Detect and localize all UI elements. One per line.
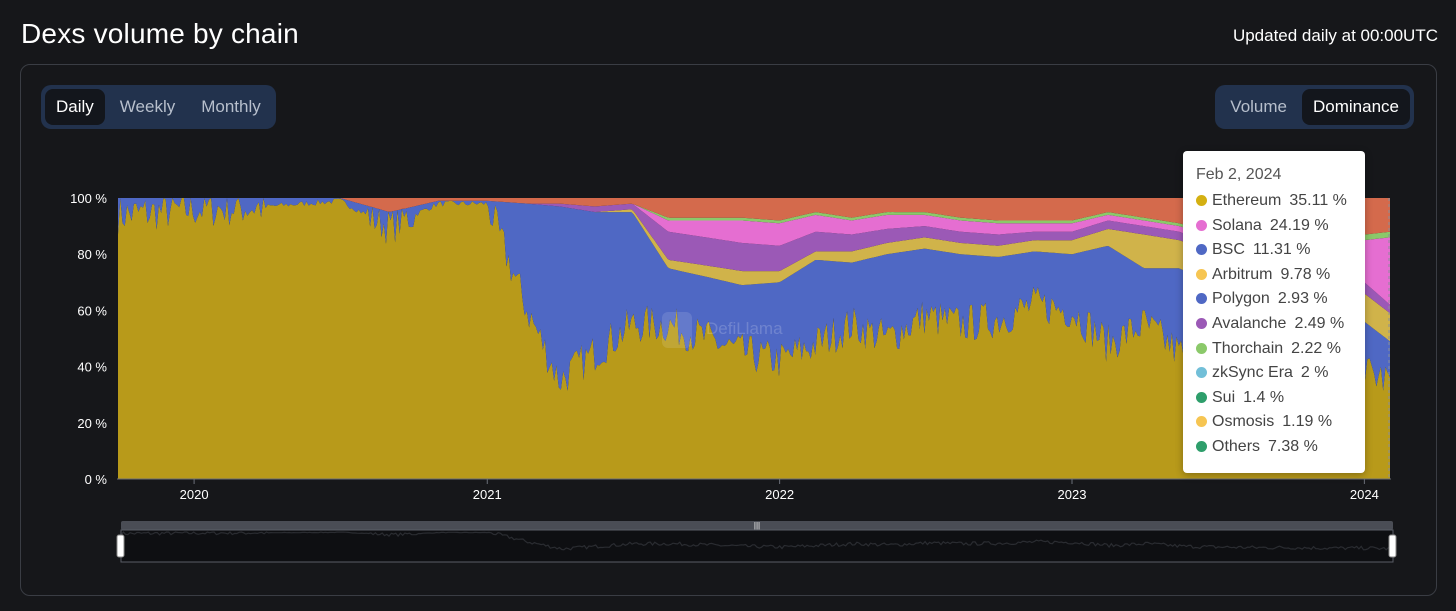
tooltip-series-name: BSC bbox=[1212, 241, 1245, 259]
tooltip-series-name: Sui bbox=[1212, 388, 1236, 406]
tooltip-series-value: 2 % bbox=[1300, 364, 1329, 382]
legend-dot-icon bbox=[1196, 391, 1207, 403]
tooltip-series-name: Solana bbox=[1212, 216, 1262, 234]
tooltip-series-name: Ethereum bbox=[1212, 192, 1282, 209]
defillama-watermark: DefiLlama bbox=[662, 312, 783, 348]
y-tick-label: 0 % bbox=[85, 472, 108, 487]
x-tick-label: 2024 bbox=[1350, 487, 1379, 502]
tooltip-series-value: 11.31 % bbox=[1252, 241, 1311, 259]
y-tick-label: 60 % bbox=[77, 303, 107, 318]
legend-dot-icon bbox=[1196, 342, 1207, 354]
volume-button[interactable]: Volume bbox=[1230, 97, 1287, 116]
tooltip-series-value: 1.4 % bbox=[1243, 388, 1285, 406]
area-series-others[interactable] bbox=[118, 198, 1390, 235]
legend-dot-icon bbox=[1196, 416, 1207, 428]
chart-card: Daily Weekly Monthly Volume Dominance bbox=[20, 64, 1437, 596]
tooltip-series-value: 35.11 % bbox=[1289, 192, 1347, 209]
page-title: Dexs volume by chain bbox=[21, 18, 299, 49]
area-series-bsc[interactable] bbox=[118, 198, 1390, 391]
y-tick-label: 40 % bbox=[77, 360, 107, 375]
legend-dot-icon bbox=[1196, 244, 1207, 256]
y-tick-label: 100 % bbox=[70, 191, 107, 206]
tooltip-series-name: Arbitrum bbox=[1212, 265, 1273, 283]
legend-dot-icon bbox=[1196, 440, 1207, 452]
tooltip-row: Others 7.38 % bbox=[1196, 435, 1365, 460]
x-axis: 2020 2021 2022 2023 2024 bbox=[180, 479, 1379, 502]
zoom-track[interactable] bbox=[121, 521, 1393, 530]
legend-dot-icon bbox=[1196, 293, 1207, 305]
tooltip-row: Arbitrum 9.78 % bbox=[1196, 263, 1365, 288]
monthly-button[interactable]: Monthly bbox=[201, 97, 261, 116]
tooltip-date: Feb 2, 2024 bbox=[1196, 166, 1282, 183]
tooltip-series-name: Osmosis bbox=[1212, 413, 1275, 431]
tooltip-series-value: 9.78 % bbox=[1280, 265, 1331, 283]
y-tick-label: 20 % bbox=[77, 416, 107, 431]
tooltip-series-value: 2.49 % bbox=[1294, 314, 1345, 332]
daily-button[interactable]: Daily bbox=[45, 89, 105, 125]
x-tick-label: 2020 bbox=[180, 487, 209, 502]
tooltip-row: Solana 24.19 % bbox=[1196, 214, 1365, 239]
area-series-solana[interactable] bbox=[118, 198, 1390, 305]
tooltip-row: Ethereum 35.11 % bbox=[1196, 189, 1365, 214]
data-zoom-slider[interactable]: ||| bbox=[116, 521, 1397, 563]
legend-dot-icon bbox=[1196, 317, 1207, 329]
mode-toggle: Volume Dominance bbox=[1215, 85, 1414, 129]
tooltip-row: Avalanche 2.49 % bbox=[1196, 312, 1365, 337]
update-note: Updated daily at 00:00UTC bbox=[1232, 26, 1438, 45]
y-tick-label: 80 % bbox=[77, 247, 107, 262]
area-series-thorchain[interactable] bbox=[118, 198, 1390, 241]
tooltip-series-value: 2.93 % bbox=[1277, 290, 1328, 308]
legend-dot-icon bbox=[1196, 219, 1207, 231]
tooltip-row: BSC 11.31 % bbox=[1196, 238, 1365, 263]
legend-dot-icon bbox=[1196, 195, 1207, 206]
period-toggle: Daily Weekly Monthly bbox=[41, 85, 276, 129]
tooltip-row: Sui 1.4 % bbox=[1196, 386, 1365, 411]
tooltip-series-name: Others bbox=[1212, 437, 1261, 455]
area-series-ethereum[interactable] bbox=[118, 198, 1390, 479]
zoom-preview-line bbox=[120, 531, 1394, 551]
tooltip-row: Thorchain 2.22 % bbox=[1196, 337, 1365, 362]
tooltip-row: Osmosis 1.19 % bbox=[1196, 410, 1365, 435]
tooltip-series-value: 1.19 % bbox=[1282, 413, 1333, 431]
x-tick-label: 2022 bbox=[765, 487, 794, 502]
tooltip-row: Polygon 2.93 % bbox=[1196, 287, 1365, 312]
dominance-button[interactable]: Dominance bbox=[1302, 89, 1410, 125]
tooltip-row: zkSync Era 2 % bbox=[1196, 361, 1365, 386]
tooltip-series-name: Polygon bbox=[1212, 290, 1270, 308]
tooltip-series-value: 24.19 % bbox=[1269, 216, 1329, 234]
area-series-group bbox=[118, 198, 1390, 479]
legend-dot-icon bbox=[1196, 268, 1207, 280]
tooltip: Feb 2, 2024 Ethereum 35.11 % Solana 24.19 %… bbox=[1183, 151, 1365, 473]
zoom-grip-icon[interactable]: ||| bbox=[754, 521, 760, 530]
x-tick-label: 2023 bbox=[1058, 487, 1087, 502]
weekly-button[interactable]: Weekly bbox=[119, 97, 176, 116]
y-axis: 0 % 20 % 40 % 60 % 80 % 100 % bbox=[70, 191, 107, 487]
x-tick-label: 2021 bbox=[473, 487, 502, 502]
area-series-avalanche[interactable] bbox=[118, 198, 1390, 314]
svg-text:DefiLlama: DefiLlama bbox=[706, 319, 783, 338]
tooltip-series-name: zkSync Era bbox=[1212, 364, 1293, 382]
legend-dot-icon bbox=[1196, 367, 1207, 379]
tooltip-series-value: 2.22 % bbox=[1291, 339, 1341, 357]
tooltip-series-name: Thorchain bbox=[1212, 339, 1284, 357]
zoom-handle-left[interactable] bbox=[116, 534, 125, 558]
tooltip-series-name: Avalanche bbox=[1212, 314, 1287, 332]
tooltip-series-value: 7.38 % bbox=[1268, 437, 1318, 455]
zoom-handle-right[interactable] bbox=[1388, 534, 1397, 558]
